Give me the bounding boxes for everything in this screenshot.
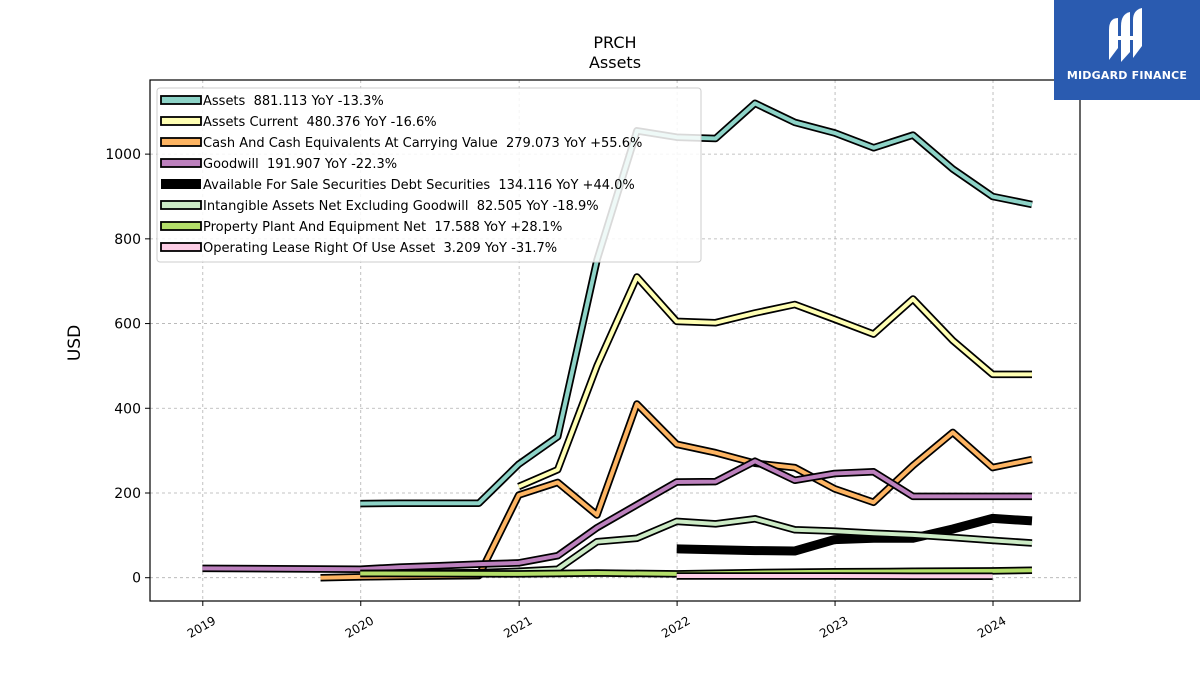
- series-stroke: [517, 275, 1032, 489]
- legend-box: [156, 87, 702, 263]
- legend-swatch: [160, 137, 202, 147]
- legend-item: Operating Lease Right Of Use Asset 3.209…: [160, 241, 557, 256]
- legend-label: Cash And Cash Equivalents At Carrying Va…: [203, 136, 642, 151]
- series-outline: [320, 400, 1033, 582]
- series-stroke: [202, 459, 1032, 572]
- plot-frame: [149, 79, 1081, 602]
- legend-swatch: [160, 116, 202, 126]
- legend-swatch: [161, 179, 201, 189]
- brand-name: MIDGARD FINANCE: [1066, 69, 1188, 82]
- y-tick-label: 800: [114, 232, 141, 248]
- legend-item: Assets 881.113 YoY -13.3%: [160, 94, 384, 109]
- series-line: [202, 457, 1032, 573]
- series-line: [517, 273, 1032, 491]
- brand-logo: MIDGARD FINANCE: [1054, 0, 1200, 100]
- legend-swatch: [160, 95, 202, 105]
- series-stroke: [320, 402, 1033, 580]
- legend-label: Available For Sale Securities Debt Secur…: [203, 178, 635, 193]
- y-tick-label: 0: [132, 571, 141, 587]
- chart-title: PRCH: [593, 33, 636, 52]
- series-line: [676, 513, 1033, 556]
- brand-mark-icon: [1109, 8, 1142, 62]
- legend-swatch: [160, 242, 202, 252]
- y-tick-label: 400: [114, 401, 141, 417]
- legend-swatch: [160, 158, 202, 168]
- y-tick-label: 200: [114, 486, 141, 502]
- legend-item: Assets Current 480.376 YoY -16.6%: [160, 115, 437, 130]
- legend: Assets 881.113 YoY -13.3% Assets Current …: [156, 87, 702, 263]
- legend-item: Available For Sale Securities Debt Secur…: [161, 178, 635, 193]
- y-axis-label: USD: [65, 325, 85, 361]
- legend-item: Intangible Assets Net Excluding Goodwill…: [160, 199, 599, 214]
- legend-label: Goodwill 191.907 YoY -22.3%: [203, 157, 397, 172]
- x-tick-label: 2021: [501, 613, 534, 640]
- series-lines: [202, 99, 1033, 582]
- y-tick-label: 600: [114, 317, 141, 333]
- x-tick-label: 2023: [817, 613, 850, 640]
- y-tick-label: 1000: [105, 147, 141, 163]
- x-tick-label: 2022: [659, 613, 692, 640]
- x-tick-label: 2019: [185, 613, 218, 640]
- legend-label: Operating Lease Right Of Use Asset 3.209…: [203, 241, 557, 256]
- legend-swatch: [160, 221, 202, 231]
- x-tick-label: 2020: [343, 613, 376, 640]
- legend-item: Property Plant And Equipment Net 17.588 …: [160, 220, 562, 235]
- legend-label: Property Plant And Equipment Net 17.588 …: [203, 220, 562, 235]
- series-stroke: [676, 513, 1033, 556]
- legend-label: Assets 881.113 YoY -13.3%: [203, 94, 384, 109]
- legend-label: Assets Current 480.376 YoY -16.6%: [203, 115, 437, 130]
- chart-subtitle: Assets: [589, 53, 641, 72]
- legend-label: Intangible Assets Net Excluding Goodwill…: [203, 199, 599, 214]
- series-line: [320, 400, 1033, 582]
- legend-item: Cash And Cash Equivalents At Carrying Va…: [160, 136, 642, 151]
- x-tick-label: 2024: [975, 613, 1008, 640]
- legend-item: Goodwill 191.907 YoY -22.3%: [160, 157, 397, 172]
- legend-swatch: [160, 200, 202, 210]
